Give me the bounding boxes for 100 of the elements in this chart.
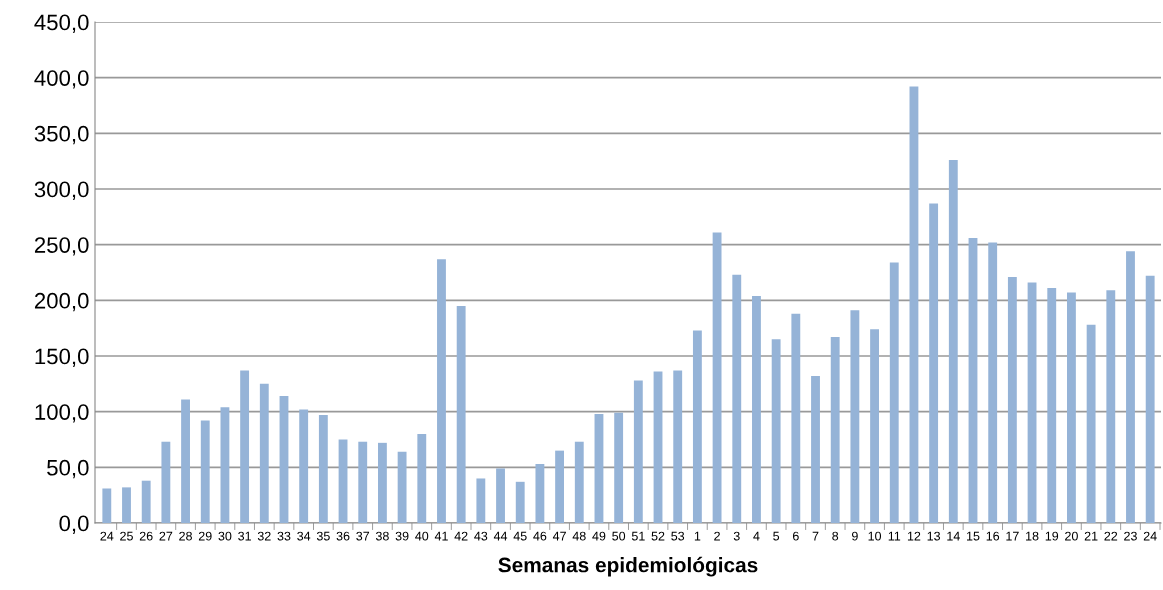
x-tick-label: 33	[277, 531, 291, 541]
x-tick-label: 34	[297, 531, 311, 541]
bar	[476, 478, 486, 523]
bar	[1007, 276, 1017, 523]
x-tick-label: 53	[671, 531, 685, 541]
bar	[161, 441, 171, 523]
bar	[830, 337, 840, 523]
x-tick-label: 8	[832, 531, 839, 541]
bar	[712, 232, 722, 523]
bar	[594, 413, 604, 523]
bar	[1027, 282, 1037, 523]
bar	[259, 383, 269, 523]
bar	[889, 262, 899, 523]
x-tick-label: 1	[694, 531, 701, 541]
x-tick-label: 48	[572, 531, 586, 541]
bar	[141, 480, 151, 523]
bar	[437, 259, 446, 523]
x-tick-label: 13	[927, 531, 941, 541]
x-tick-label: 46	[533, 531, 547, 541]
x-axis-title: Semanas epidemiológicas	[498, 556, 758, 577]
bar	[673, 370, 683, 523]
bar	[200, 420, 210, 523]
bar	[535, 463, 545, 523]
x-tick-label: 51	[631, 531, 645, 541]
y-tick-label: 50,0	[47, 459, 89, 479]
x-tick-label: 10	[868, 531, 882, 541]
x-tick-label: 16	[986, 531, 1000, 541]
bar	[692, 330, 702, 523]
bar	[515, 481, 525, 523]
bar	[811, 376, 820, 523]
x-tick-label: 45	[513, 531, 527, 541]
x-tick-label: 43	[474, 531, 488, 541]
x-tick-label: 25	[120, 531, 133, 541]
x-tick-label: 2	[714, 531, 720, 541]
bar	[771, 339, 781, 523]
bar	[968, 237, 978, 523]
bar	[397, 451, 407, 523]
y-tick-label: 250,0	[34, 237, 89, 256]
y-tick-label: 200,0	[34, 292, 89, 312]
x-tick-label: 52	[651, 531, 665, 541]
x-tick-label: 12	[907, 531, 921, 541]
x-tick-label: 14	[947, 531, 960, 541]
y-tick-label: 350,0	[34, 125, 89, 145]
bar	[791, 313, 801, 523]
bar	[1067, 292, 1076, 523]
x-tick-label: 35	[316, 531, 330, 541]
x-tick-label: 4	[753, 531, 760, 541]
bar	[456, 305, 466, 523]
x-tick-label: 17	[1006, 531, 1019, 541]
x-tick-label: 11	[888, 531, 901, 541]
bar	[909, 86, 919, 523]
bar	[653, 371, 663, 523]
bar	[614, 412, 624, 523]
x-tick-label: 50	[612, 531, 626, 541]
bar	[318, 415, 328, 523]
x-tick-label: 27	[159, 531, 173, 541]
y-tick-label: 450,0	[34, 14, 89, 33]
x-tick-label: 41	[434, 531, 448, 541]
x-tick-label: 26	[139, 531, 153, 541]
x-tick-label: 36	[336, 531, 350, 541]
bar	[929, 203, 939, 523]
x-tick-label: 18	[1026, 531, 1039, 541]
bar	[102, 488, 112, 523]
bar	[358, 441, 368, 523]
x-tick-label: 47	[552, 531, 566, 541]
bar	[948, 160, 958, 523]
x-tick-label: 40	[415, 531, 429, 541]
x-tick-label: 15	[967, 531, 980, 541]
x-tick-label: 30	[218, 531, 232, 541]
bar	[850, 310, 860, 523]
x-tick-label: 21	[1084, 531, 1098, 541]
x-tick-label: 32	[257, 531, 271, 541]
x-tick-label: 6	[792, 531, 799, 541]
x-tick-label: 49	[592, 531, 606, 541]
bar	[732, 274, 742, 523]
bar	[1086, 324, 1096, 523]
bar	[240, 370, 250, 523]
x-tick-label: 7	[812, 531, 819, 541]
x-tick-label: 19	[1045, 531, 1059, 541]
x-tick-label: 20	[1065, 531, 1078, 541]
bar	[1126, 251, 1135, 523]
bar	[220, 407, 230, 523]
x-tick-label: 44	[493, 531, 508, 541]
x-tick-label: 28	[179, 531, 192, 541]
x-tick-label: 31	[238, 531, 251, 541]
x-tick-label: 23	[1124, 531, 1137, 541]
x-tick-label: 38	[375, 531, 389, 541]
x-tick-label: 42	[454, 531, 468, 541]
bar	[574, 441, 584, 523]
x-tick-label: 5	[773, 531, 780, 541]
bar	[1106, 290, 1116, 523]
bar	[633, 380, 643, 523]
bar	[870, 329, 879, 523]
x-tick-label: 39	[395, 531, 409, 541]
bar	[1145, 275, 1155, 523]
x-tick-label: 22	[1104, 531, 1118, 541]
bar	[181, 399, 190, 523]
x-tick-label: 24	[1143, 531, 1157, 541]
bar	[122, 487, 131, 523]
bar	[417, 433, 427, 523]
